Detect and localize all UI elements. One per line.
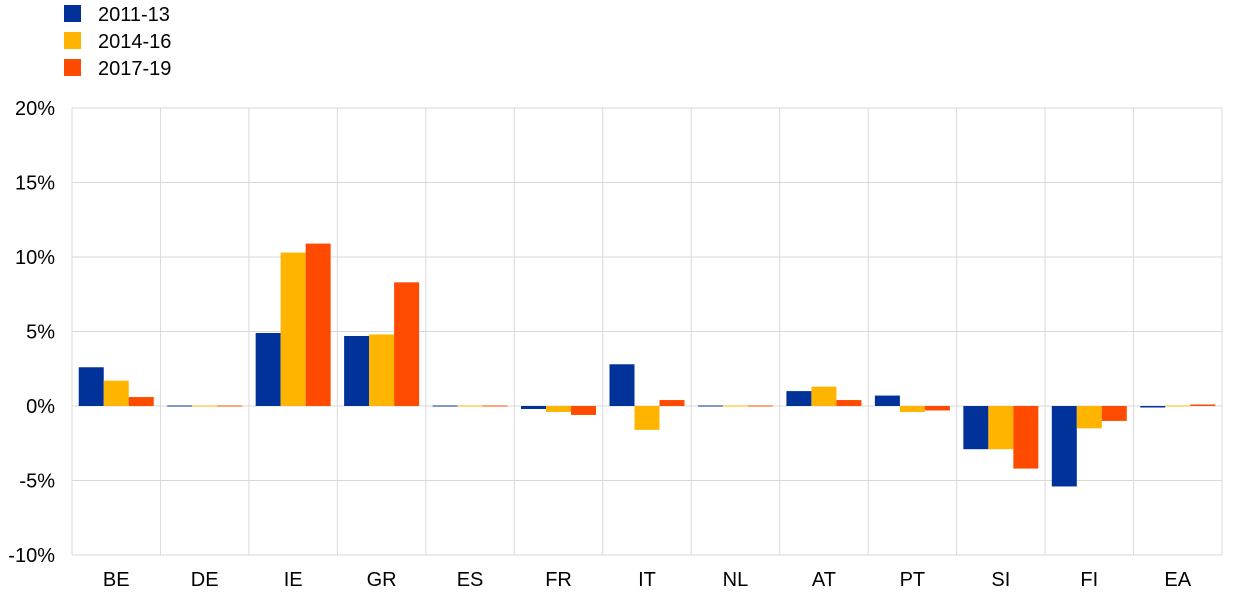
x-tick-label: DE bbox=[191, 569, 219, 591]
legend-swatch bbox=[64, 59, 81, 76]
bar-ie-2011-13 bbox=[255, 332, 281, 406]
x-tick-label: EA bbox=[1164, 569, 1191, 591]
y-tick-label: 15% bbox=[15, 173, 55, 195]
bar-fr-2011-13 bbox=[521, 406, 547, 409]
y-tick-label: -5% bbox=[19, 471, 55, 493]
bar-at-2014-16 bbox=[811, 386, 837, 406]
bar-gr-2017-19 bbox=[394, 282, 420, 406]
x-tick-label: SI bbox=[991, 569, 1010, 591]
bar-it-2017-19 bbox=[659, 400, 685, 406]
bar-fi-2014-16 bbox=[1076, 406, 1102, 429]
x-axis-tick-labels: BE DE IE GR ES FR IT NL AT PT SI FI EA bbox=[103, 569, 1192, 591]
x-tick-label: AT bbox=[812, 569, 836, 591]
bar-pt-2014-16 bbox=[899, 406, 925, 412]
bar-de-2017-19 bbox=[217, 405, 243, 407]
bar-de-2014-16 bbox=[192, 405, 218, 407]
bar-nl-2011-13 bbox=[697, 405, 723, 407]
legend-swatch bbox=[64, 32, 81, 49]
bar-at-2011-13 bbox=[786, 391, 812, 406]
bar-fi-2017-19 bbox=[1101, 406, 1127, 421]
y-tick-label: 0% bbox=[26, 396, 55, 418]
bar-fi-2011-13 bbox=[1051, 406, 1077, 487]
legend: 2011-13 2014-16 2017-19 bbox=[64, 4, 171, 80]
x-tick-label: IT bbox=[638, 569, 656, 591]
bar-si-2017-19 bbox=[1013, 406, 1039, 469]
bar-es-2011-13 bbox=[432, 405, 458, 407]
bar-ea-2011-13 bbox=[1140, 406, 1166, 408]
x-tick-label: FR bbox=[545, 569, 572, 591]
bar-gr-2011-13 bbox=[344, 335, 370, 406]
bar-it-2011-13 bbox=[609, 364, 635, 406]
gridlines bbox=[71, 107, 1223, 556]
y-tick-label: 20% bbox=[15, 98, 55, 120]
bar-si-2014-16 bbox=[988, 406, 1014, 450]
x-tick-label: ES bbox=[457, 569, 484, 591]
legend-swatch bbox=[64, 5, 81, 22]
bar-fr-2014-16 bbox=[546, 406, 572, 412]
bar-ie-2017-19 bbox=[305, 243, 331, 406]
y-axis-tick-labels: -10% -5% 0% 5% 10% 15% 20% bbox=[8, 98, 55, 567]
bar-ea-2017-19 bbox=[1190, 404, 1216, 406]
bar-es-2017-19 bbox=[482, 405, 508, 407]
bar-be-2017-19 bbox=[128, 397, 154, 406]
bar-ea-2014-16 bbox=[1165, 405, 1191, 407]
legend-label: 2011-13 bbox=[98, 4, 170, 26]
bar-nl-2014-16 bbox=[722, 405, 748, 407]
bar-it-2014-16 bbox=[634, 406, 660, 430]
y-tick-label: -10% bbox=[8, 545, 55, 567]
bar-be-2014-16 bbox=[103, 380, 129, 406]
bar-fr-2017-19 bbox=[571, 406, 597, 415]
legend-label: 2017-19 bbox=[98, 58, 171, 80]
y-tick-label: 10% bbox=[15, 247, 55, 269]
bar-si-2011-13 bbox=[963, 406, 989, 450]
bar-es-2014-16 bbox=[457, 405, 483, 407]
bar-de-2011-13 bbox=[167, 405, 193, 407]
bar-nl-2017-19 bbox=[747, 405, 773, 407]
bar-gr-2014-16 bbox=[369, 334, 395, 406]
x-tick-label: FI bbox=[1080, 569, 1098, 591]
legend-label: 2014-16 bbox=[98, 31, 171, 53]
x-tick-label: GR bbox=[367, 569, 397, 591]
y-tick-label: 5% bbox=[26, 322, 55, 344]
bar-ie-2014-16 bbox=[280, 252, 306, 406]
bar-be-2011-13 bbox=[78, 367, 104, 406]
x-tick-label: IE bbox=[284, 569, 303, 591]
bar-pt-2017-19 bbox=[924, 406, 950, 411]
bar-at-2017-19 bbox=[836, 400, 862, 406]
bar-pt-2011-13 bbox=[874, 395, 900, 406]
x-tick-label: NL bbox=[723, 569, 749, 591]
x-tick-label: PT bbox=[900, 569, 926, 591]
bars bbox=[78, 243, 1216, 487]
x-tick-label: BE bbox=[103, 569, 130, 591]
